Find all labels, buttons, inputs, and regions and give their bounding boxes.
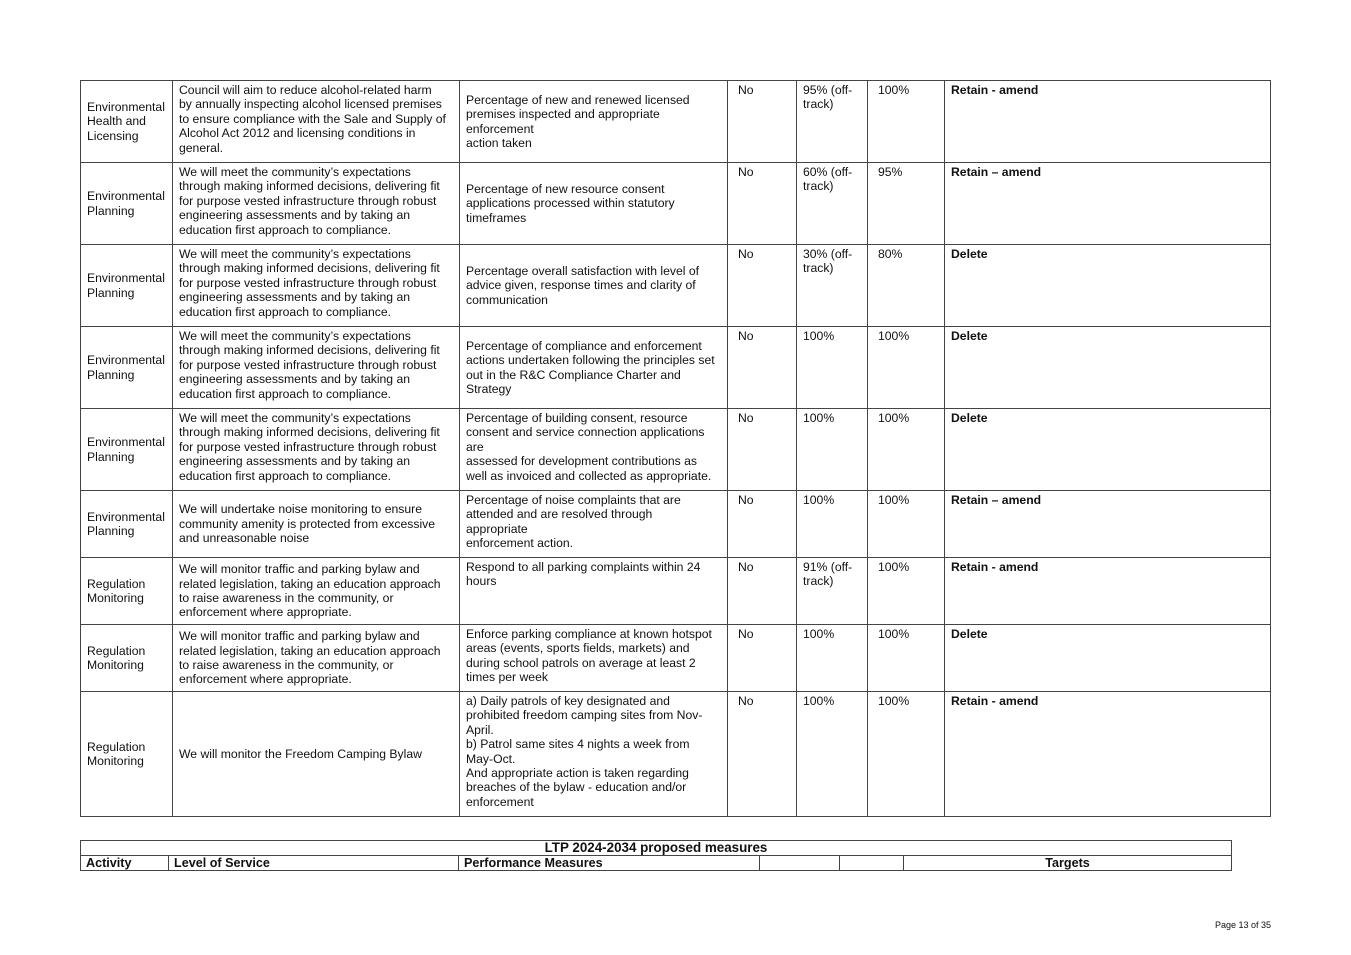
cell-activity: Regulation Monitoring bbox=[80, 691, 173, 817]
cell-recommendation: Delete bbox=[944, 326, 1271, 409]
cell-activity: Regulation Monitoring bbox=[80, 557, 173, 625]
cell-performance-measure: Percentage of noise complaints that are … bbox=[459, 490, 728, 558]
cell-target: 100% bbox=[867, 691, 945, 817]
cell-recommendation: Retain – amend bbox=[944, 490, 1271, 558]
cell-activity: Environmental Planning bbox=[80, 162, 173, 245]
cell-result: 91% (off- track) bbox=[796, 557, 868, 625]
cell-performance-measure: Respond to all parking complaints within… bbox=[459, 557, 728, 625]
cell-level-of-service: We will monitor traffic and parking byla… bbox=[172, 624, 460, 692]
cell-result: 60% (off- track) bbox=[796, 162, 868, 245]
cell-recommendation: Delete bbox=[944, 408, 1271, 491]
cell-performance-measure: Enforce parking compliance at known hots… bbox=[459, 624, 728, 692]
cell-achieved: No bbox=[727, 244, 797, 327]
cell-result: 100% bbox=[796, 691, 868, 817]
cell-level-of-service: Council will aim to reduce alcohol-relat… bbox=[172, 80, 460, 163]
cell-performance-measure: Percentage of building consent, resource… bbox=[459, 408, 728, 491]
header-activity: Activity bbox=[80, 855, 169, 871]
cell-target: 80% bbox=[867, 244, 945, 327]
measures-table-body: Environmental Health and Licensing Counci… bbox=[80, 80, 1271, 817]
cell-activity: Environmental Health and Licensing bbox=[80, 80, 173, 163]
cell-result: 100% bbox=[796, 624, 868, 692]
cell-recommendation: Retain – amend bbox=[944, 162, 1271, 245]
table-row: Regulation Monitoring We will monitor the… bbox=[80, 691, 1271, 817]
cell-recommendation: Retain - amend bbox=[944, 80, 1271, 163]
measures-table: Environmental Health and Licensing Counci… bbox=[80, 80, 1271, 817]
cell-level-of-service: We will meet the community’s expectation… bbox=[172, 408, 460, 491]
cell-performance-measure: a) Daily patrols of key designated and p… bbox=[459, 691, 728, 817]
table-row: Environmental Planning We will undertake … bbox=[80, 490, 1271, 558]
cell-result: 100% bbox=[796, 490, 868, 558]
header-empty-2 bbox=[839, 855, 904, 871]
cell-level-of-service: We will meet the community’s expectation… bbox=[172, 326, 460, 409]
cell-achieved: No bbox=[727, 80, 797, 163]
cell-activity: Regulation Monitoring bbox=[80, 624, 173, 692]
cell-level-of-service: We will meet the community’s expectation… bbox=[172, 244, 460, 327]
table-row: Environmental Planning We will meet the c… bbox=[80, 244, 1271, 327]
cell-achieved: No bbox=[727, 490, 797, 558]
cell-achieved: No bbox=[727, 408, 797, 491]
cell-performance-measure: Percentage overall satisfaction with lev… bbox=[459, 244, 728, 327]
header-empty-1 bbox=[759, 855, 840, 871]
cell-target: 100% bbox=[867, 80, 945, 163]
cell-achieved: No bbox=[727, 162, 797, 245]
ltp-title: LTP 2024-2034 proposed measures bbox=[80, 840, 1232, 856]
cell-activity: Environmental Planning bbox=[80, 490, 173, 558]
header-level-of-service: Level of Service bbox=[168, 855, 459, 871]
cell-result: 100% bbox=[796, 408, 868, 491]
table-row: Environmental Planning We will meet the c… bbox=[80, 326, 1271, 409]
cell-result: 100% bbox=[796, 326, 868, 409]
cell-recommendation: Retain - amend bbox=[944, 557, 1271, 625]
cell-result: 30% (off- track) bbox=[796, 244, 868, 327]
cell-achieved: No bbox=[727, 557, 797, 625]
cell-achieved: No bbox=[727, 691, 797, 817]
cell-target: 100% bbox=[867, 408, 945, 491]
cell-target: 100% bbox=[867, 624, 945, 692]
cell-achieved: No bbox=[727, 326, 797, 409]
table-row: Regulation Monitoring We will monitor tra… bbox=[80, 557, 1271, 625]
cell-target: 100% bbox=[867, 557, 945, 625]
table-row: Regulation Monitoring We will monitor tra… bbox=[80, 624, 1271, 692]
cell-level-of-service: We will meet the community’s expectation… bbox=[172, 162, 460, 245]
cell-level-of-service: We will monitor the Freedom Camping Byla… bbox=[172, 691, 460, 817]
page-number: Page 13 of 35 bbox=[1214, 920, 1271, 930]
table-row: Environmental Health and Licensing Counci… bbox=[80, 80, 1271, 163]
cell-target: 100% bbox=[867, 490, 945, 558]
header-targets: Targets bbox=[903, 855, 1232, 871]
cell-activity: Environmental Planning bbox=[80, 408, 173, 491]
cell-target: 95% bbox=[867, 162, 945, 245]
cell-level-of-service: We will undertake noise monitoring to en… bbox=[172, 490, 460, 558]
cell-activity: Environmental Planning bbox=[80, 244, 173, 327]
cell-performance-measure: Percentage of compliance and enforcement… bbox=[459, 326, 728, 409]
cell-level-of-service: We will monitor traffic and parking byla… bbox=[172, 557, 460, 625]
cell-performance-measure: Percentage of new and renewed licensed p… bbox=[459, 80, 728, 163]
cell-result: 95% (off- track) bbox=[796, 80, 868, 163]
cell-activity: Environmental Planning bbox=[80, 326, 173, 409]
cell-recommendation: Delete bbox=[944, 624, 1271, 692]
cell-performance-measure: Percentage of new resource consent appli… bbox=[459, 162, 728, 245]
table-row: Environmental Planning We will meet the c… bbox=[80, 162, 1271, 245]
cell-target: 100% bbox=[867, 326, 945, 409]
cell-recommendation: Retain - amend bbox=[944, 691, 1271, 817]
header-performance-measures: Performance Measures bbox=[458, 855, 760, 871]
table-row: Environmental Planning We will meet the c… bbox=[80, 408, 1271, 491]
cell-recommendation: Delete bbox=[944, 244, 1271, 327]
ltp-header-table: LTP 2024-2034 proposed measures Activity… bbox=[80, 840, 1232, 871]
cell-achieved: No bbox=[727, 624, 797, 692]
